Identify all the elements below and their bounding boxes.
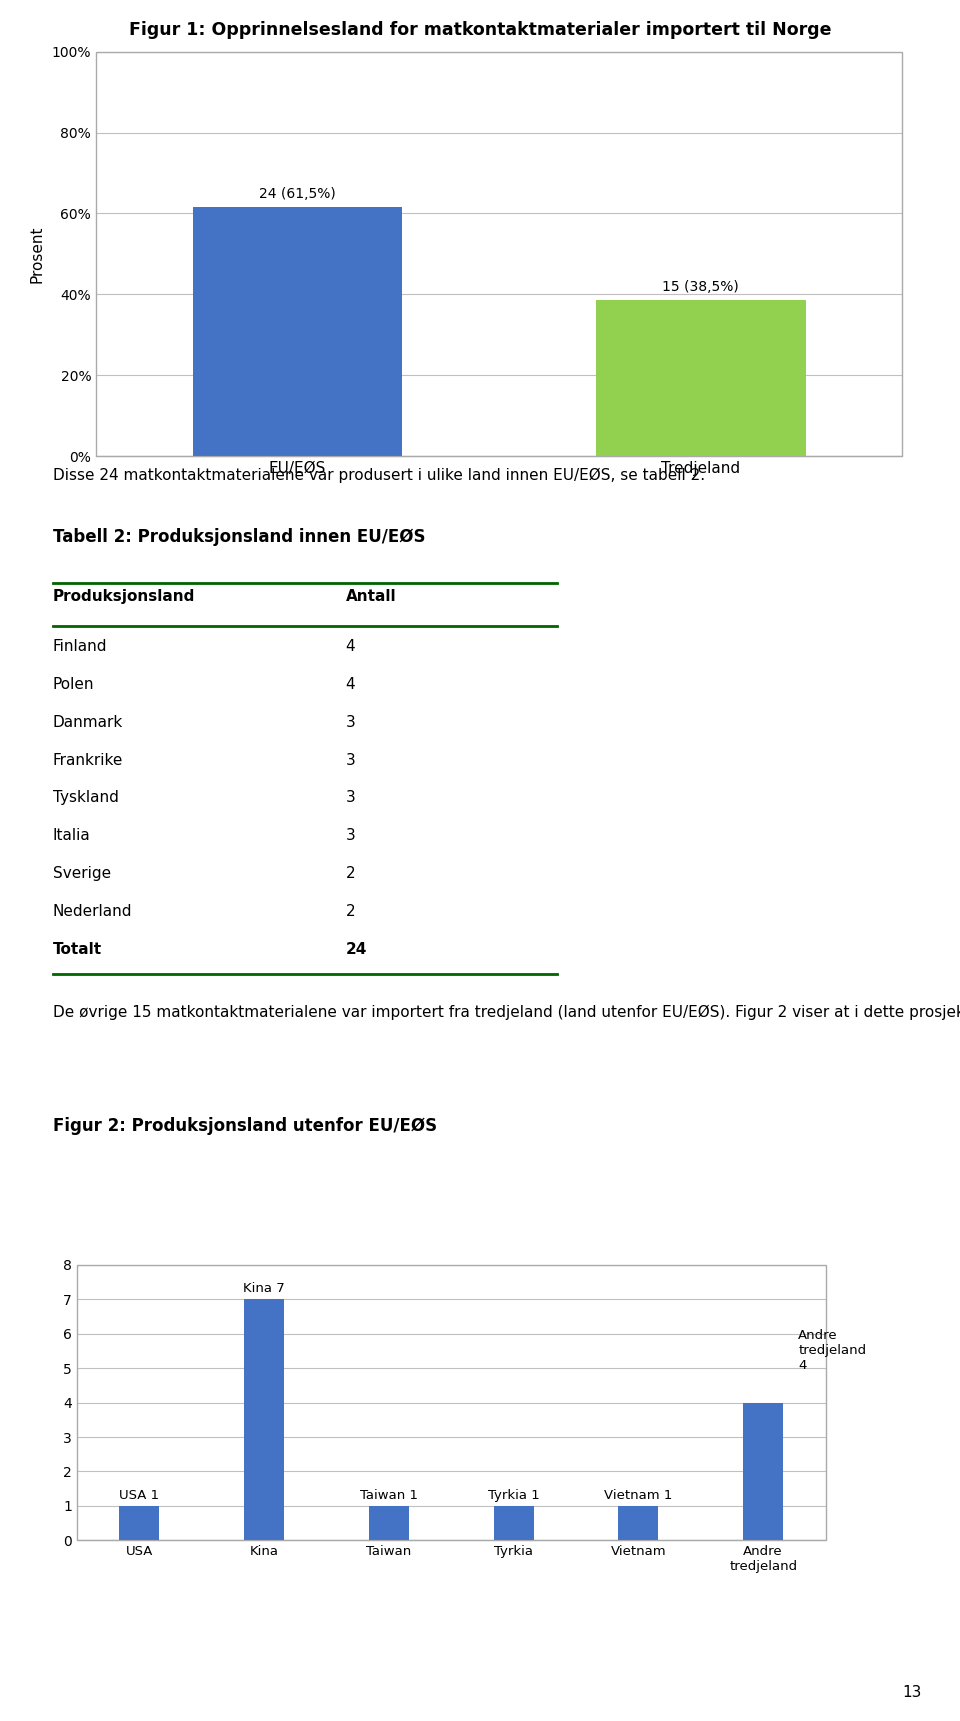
Text: Figur 1: Opprinnelsesland for matkontaktmaterialer importert til Norge: Figur 1: Opprinnelsesland for matkontakt…	[129, 21, 831, 38]
Text: Nederland: Nederland	[53, 904, 132, 919]
Text: Tyrkia 1: Tyrkia 1	[488, 1489, 540, 1502]
Text: De øvrige 15 matkontaktmaterialene var importert fra tredjeland (land utenfor EU: De øvrige 15 matkontaktmaterialene var i…	[53, 1005, 960, 1021]
Bar	[77, 1265, 826, 1540]
Text: Tyskland: Tyskland	[53, 790, 119, 805]
Text: Kina 7: Kina 7	[243, 1282, 285, 1296]
Text: 3: 3	[346, 828, 355, 843]
Bar	[96, 52, 902, 456]
Text: 4: 4	[346, 676, 355, 692]
Bar	[493, 1506, 534, 1540]
Text: 3: 3	[346, 714, 355, 730]
Text: Produksjonsland: Produksjonsland	[53, 589, 195, 604]
Text: Sverige: Sverige	[53, 866, 111, 881]
Text: Figur 2: Produksjonsland utenfor EU/EØS: Figur 2: Produksjonsland utenfor EU/EØS	[53, 1117, 437, 1134]
Text: Tabell 2: Produksjonsland innen EU/EØS: Tabell 2: Produksjonsland innen EU/EØS	[53, 528, 425, 546]
Bar	[244, 1299, 284, 1540]
Text: Taiwan 1: Taiwan 1	[360, 1489, 418, 1502]
Text: Antall: Antall	[346, 589, 396, 604]
Text: 2: 2	[346, 904, 355, 919]
Text: Frankrike: Frankrike	[53, 752, 123, 768]
Text: 24 (61,5%): 24 (61,5%)	[259, 188, 336, 201]
Text: Vietnam 1: Vietnam 1	[604, 1489, 673, 1502]
Text: 15 (38,5%): 15 (38,5%)	[662, 281, 739, 294]
Bar	[618, 1506, 659, 1540]
Bar	[369, 1506, 409, 1540]
Text: Polen: Polen	[53, 676, 94, 692]
Text: Disse 24 matkontaktmaterialene var produsert i ulike land innen EU/EØS, se tabel: Disse 24 matkontaktmaterialene var produ…	[53, 468, 705, 484]
Text: 24: 24	[346, 941, 367, 957]
Text: Italia: Italia	[53, 828, 90, 843]
Text: 13: 13	[902, 1685, 922, 1700]
Text: Totalt: Totalt	[53, 941, 102, 957]
Text: Andre
tredjeland
4: Andre tredjeland 4	[798, 1330, 866, 1372]
Text: 3: 3	[346, 790, 355, 805]
Text: 2: 2	[346, 866, 355, 881]
Bar	[596, 301, 805, 456]
Bar	[119, 1506, 159, 1540]
Bar	[193, 207, 402, 456]
Y-axis label: Prosent: Prosent	[30, 225, 45, 282]
Text: USA 1: USA 1	[119, 1489, 159, 1502]
Bar	[743, 1403, 783, 1540]
Text: 3: 3	[346, 752, 355, 768]
Text: Danmark: Danmark	[53, 714, 123, 730]
Text: Finland: Finland	[53, 638, 108, 654]
Text: 4: 4	[346, 638, 355, 654]
